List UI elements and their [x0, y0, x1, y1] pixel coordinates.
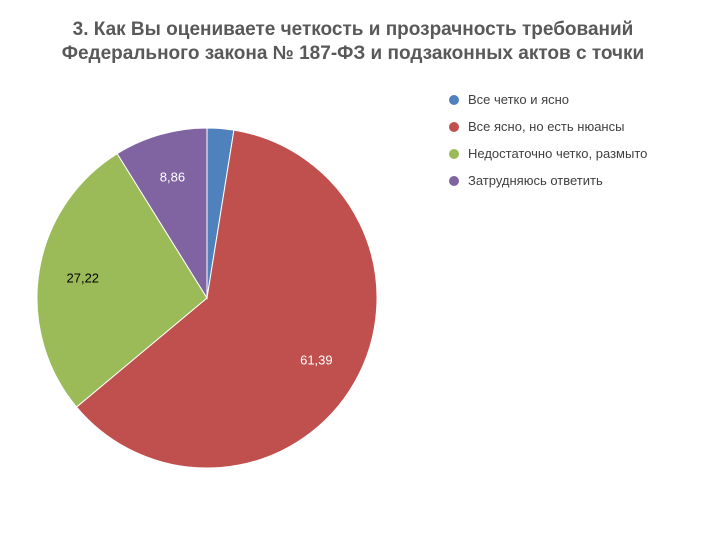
- chart-title-line-1: 3. Как Вы оцениваете четкость и прозрачн…: [72, 19, 634, 40]
- chart-title: 3. Как Вы оцениваете четкость и прозрачн…: [0, 18, 706, 66]
- pie-slice-clear-with-nuances: [75, 129, 378, 469]
- legend-item-hard-to-say: Затрудняюсь ответить: [449, 167, 647, 194]
- pie-slice-hard-to-say: [116, 127, 208, 300]
- legend-swatch-clear-with-nuances: [449, 121, 459, 132]
- legend-swatch-not-clear: [449, 148, 459, 159]
- legend-item-not-clear: Недостаточно четко, размыто: [449, 140, 647, 167]
- legend-item-all-clear: Все четко и ясно: [449, 86, 647, 113]
- legend-item-clear-with-nuances: Все ясно, но есть нюансы: [449, 113, 647, 140]
- legend-label-hard-to-say: Затрудняюсь ответить: [468, 173, 603, 188]
- pie-slice-not-clear: [36, 152, 208, 408]
- legend-label-not-clear: Недостаточно четко, размыто: [468, 146, 648, 161]
- legend-swatch-hard-to-say: [449, 175, 459, 186]
- data-label-not-clear: 27,22: [67, 271, 100, 286]
- data-label-hard-to-say: 8,86: [160, 170, 185, 185]
- legend-label-clear-with-nuances: Все ясно, но есть нюансы: [468, 119, 625, 134]
- legend-swatch-all-clear: [449, 94, 459, 105]
- data-label-clear-with-nuances: 61,39: [300, 353, 333, 368]
- legend: Все четко и ясно Все ясно, но есть нюанс…: [449, 86, 647, 194]
- chart-title-line-2: Федерального закона № 187-ФЗ и подзаконн…: [61, 43, 645, 64]
- legend-label-all-clear: Все четко и ясно: [468, 92, 570, 107]
